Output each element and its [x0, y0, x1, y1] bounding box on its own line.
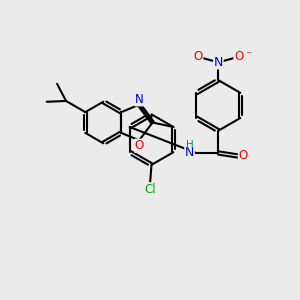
Text: O: O: [234, 50, 243, 63]
Text: Cl: Cl: [144, 183, 156, 196]
Text: O: O: [135, 139, 144, 152]
Text: N: N: [185, 146, 194, 159]
Text: O: O: [194, 50, 203, 63]
Text: ⁻: ⁻: [245, 49, 251, 62]
Text: O: O: [238, 149, 248, 162]
Text: N: N: [214, 56, 223, 69]
Text: N: N: [135, 93, 144, 106]
Text: H: H: [186, 140, 194, 150]
